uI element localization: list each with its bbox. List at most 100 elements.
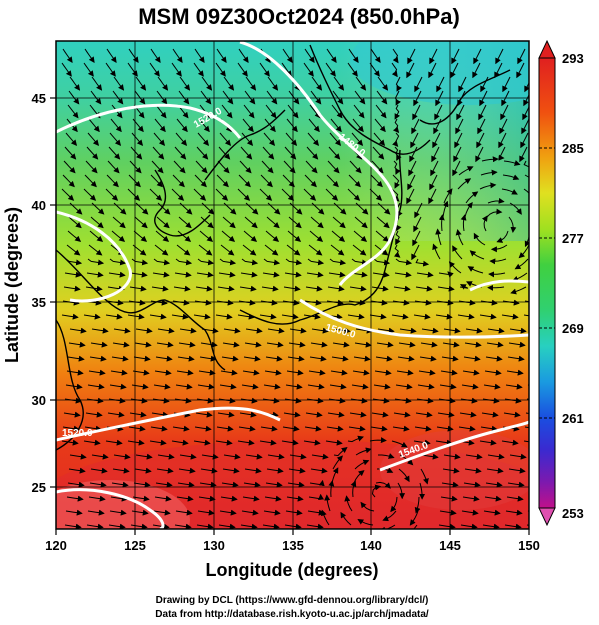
streamline [532, 203, 539, 218]
streamline [454, 132, 463, 149]
streamline [348, 425, 366, 432]
streamline [409, 146, 418, 163]
streamline [347, 188, 361, 201]
streamline [505, 509, 523, 516]
streamline [243, 481, 261, 488]
streamline [434, 104, 443, 121]
streamline [327, 160, 340, 174]
streamline [63, 285, 81, 292]
streamline [509, 453, 527, 460]
streamline [155, 104, 167, 119]
streamline [91, 327, 109, 334]
streamline [407, 174, 416, 191]
streamline [259, 188, 273, 201]
streamline [443, 453, 461, 460]
streamline [151, 411, 169, 418]
streamline [285, 132, 298, 146]
streamline [62, 174, 75, 188]
streamline [220, 369, 238, 376]
streamline [326, 174, 339, 188]
streamline [458, 166, 474, 176]
streamline [244, 341, 262, 348]
streamline [135, 76, 147, 91]
streamline [487, 284, 505, 291]
streamline [369, 188, 383, 201]
streamline [440, 495, 458, 502]
streamline [438, 523, 456, 529]
streamline [311, 327, 329, 334]
streamline [393, 411, 411, 418]
streamline [263, 132, 276, 146]
x-tick-label: 135 [282, 538, 304, 553]
streamline [308, 369, 326, 376]
streamline [373, 132, 386, 146]
streamline [237, 62, 248, 77]
streamline [523, 440, 529, 443]
colorbar-tick: 293 [562, 51, 584, 66]
streamline [84, 48, 95, 64]
streamline [303, 188, 317, 201]
streamline [413, 439, 431, 446]
streamline [242, 369, 260, 376]
streamline [241, 383, 259, 390]
streamline [195, 160, 208, 174]
streamline [305, 411, 323, 418]
streamline [370, 425, 388, 432]
streamline [149, 188, 163, 201]
streamline [524, 300, 529, 303]
streamline [172, 48, 183, 64]
streamline [382, 510, 397, 522]
streamline [178, 341, 196, 348]
streamline [524, 426, 529, 429]
streamline [303, 62, 314, 77]
streamline [107, 411, 125, 418]
streamline [415, 285, 433, 292]
streamline [263, 509, 281, 516]
streamline [453, 146, 462, 163]
streamline [510, 286, 527, 295]
streamline [245, 327, 263, 334]
streamline [347, 313, 365, 320]
x-tick-label: 130 [203, 538, 225, 553]
streamline [196, 523, 214, 529]
streamline [395, 230, 401, 246]
streamline [201, 76, 213, 91]
streamline [483, 509, 501, 516]
streamline [455, 229, 464, 246]
streamline [288, 467, 306, 474]
streamline [239, 411, 257, 418]
streamline [241, 258, 259, 266]
map-title: MSM 09Z30Oct2024 (850.0hPa) [138, 4, 460, 29]
streamline [112, 216, 126, 229]
streamline [433, 118, 442, 135]
streamline [129, 285, 147, 292]
streamline [421, 453, 439, 460]
streamline [68, 341, 86, 348]
streamline [128, 48, 139, 64]
streamline [266, 341, 284, 348]
streamline [267, 76, 279, 91]
y-tick-label: 40 [32, 198, 46, 213]
streamline [330, 118, 342, 133]
streamline [371, 285, 389, 292]
streamline [134, 90, 146, 105]
streamline [460, 214, 467, 232]
streamline [215, 313, 233, 320]
streamline [222, 90, 234, 105]
streamline [68, 216, 82, 229]
x-tick-label: 125 [124, 538, 146, 553]
streamline [262, 146, 275, 160]
streamline [442, 467, 460, 474]
streamline [482, 523, 500, 529]
streamline [197, 383, 215, 390]
streamline [406, 188, 415, 205]
streamline [450, 62, 459, 79]
streamline [133, 355, 151, 362]
streamline [287, 481, 305, 488]
streamline [243, 104, 255, 119]
streamline [354, 90, 366, 105]
streamline [523, 160, 529, 171]
streamline [349, 285, 367, 292]
streamline [267, 453, 285, 460]
streamline [391, 440, 408, 448]
